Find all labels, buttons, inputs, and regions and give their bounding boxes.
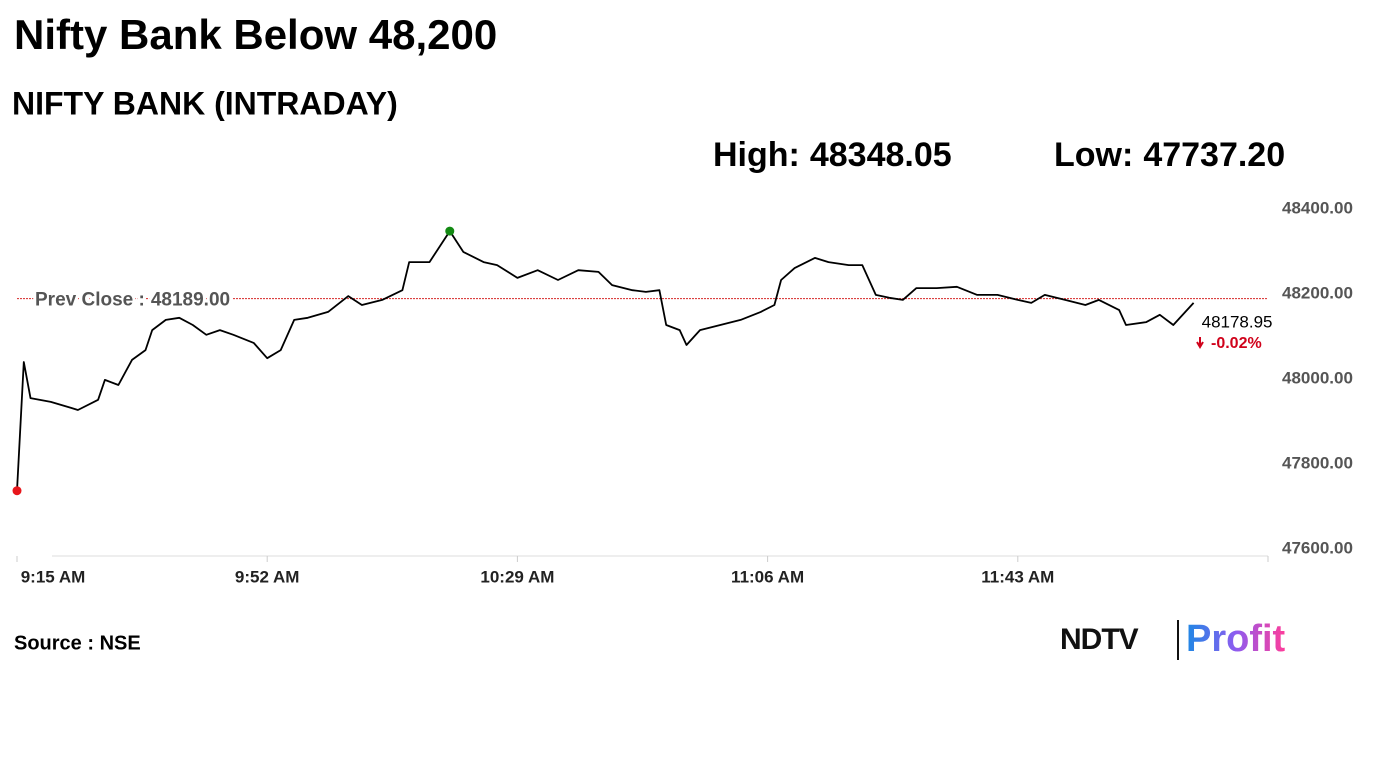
prev-close-label: Prev Close : 48189.00 bbox=[35, 290, 230, 311]
stat-value: 47737.20 bbox=[1143, 136, 1285, 174]
chart-subtitle: NIFTY BANK (INTRADAY) bbox=[12, 85, 398, 121]
x-tick-label: 10:29 AM bbox=[480, 567, 554, 586]
x-tick-label: 9:52 AM bbox=[235, 567, 300, 586]
y-tick-label: 48000.00 bbox=[1282, 368, 1353, 387]
prev-close-value: 48189.00 bbox=[151, 290, 230, 311]
source: Source : NSE bbox=[14, 632, 141, 654]
price-line bbox=[16, 230, 1195, 491]
prev-close-text: Prev Close : bbox=[35, 290, 145, 311]
down-arrow bbox=[1196, 337, 1204, 349]
y-tick-label: 47800.00 bbox=[1282, 453, 1353, 472]
logo-profit: Profit bbox=[1186, 618, 1286, 660]
y-tick-label: 47600.00 bbox=[1282, 538, 1353, 557]
x-tick-label: 9:15 AM bbox=[21, 567, 86, 586]
y-tick-label: 48400.00 bbox=[1282, 198, 1353, 217]
last-value: 48178.95 bbox=[1202, 312, 1273, 331]
stat-value: 48348.05 bbox=[810, 136, 952, 174]
y-tick-label: 48200.00 bbox=[1282, 283, 1353, 302]
change-label: -0.02% bbox=[1211, 335, 1262, 352]
stat-label: Low: bbox=[1054, 136, 1133, 174]
x-tick-label: 11:43 AM bbox=[981, 567, 1054, 586]
stat-label: High: bbox=[713, 136, 800, 174]
high-marker bbox=[445, 226, 455, 236]
low-marker bbox=[12, 486, 22, 496]
stat: Low: 47737.20 bbox=[1054, 136, 1285, 174]
logo-ndtv: NDTV bbox=[1060, 623, 1139, 656]
stat: High: 48348.05 bbox=[713, 136, 952, 174]
x-tick-label: 11:06 AM bbox=[731, 567, 804, 586]
chart-title: Nifty Bank Below 48,200 bbox=[14, 11, 497, 58]
